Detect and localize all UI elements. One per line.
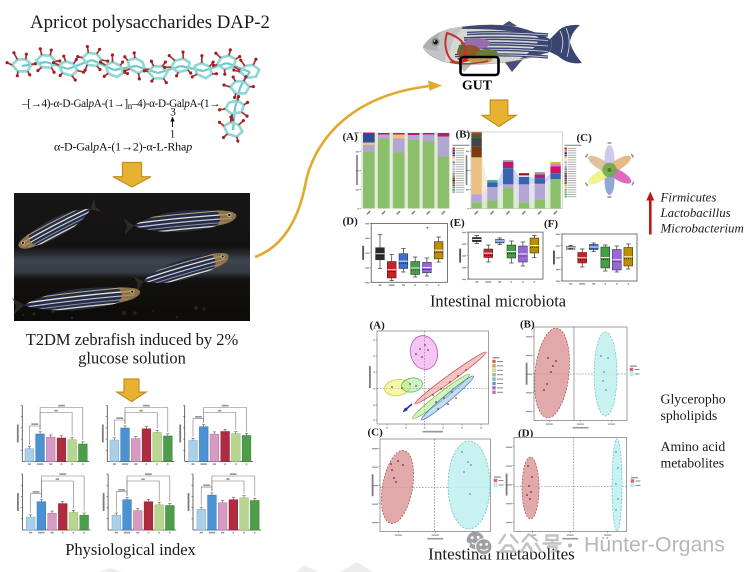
svg-text:Amino acid: Amino acid (661, 439, 726, 454)
svg-text:(F): (F) (544, 218, 558, 230)
svg-text:3: 3 (170, 107, 176, 119)
svg-text:–[→4)-α-D-GalpA-(1→]n–4)-α-D-G: –[→4)-α-D-GalpA-(1→]n–4)-α-D-GalpA-(1→ (21, 98, 220, 111)
svg-text:glucose solution: glucose solution (78, 349, 186, 368)
svg-text:(E): (E) (450, 217, 465, 229)
svg-text:(A): (A) (343, 131, 359, 143)
svg-text:T2DM zebrafish induced by 2%: T2DM zebrafish induced by 2% (26, 330, 239, 349)
svg-text:Glyceropho: Glyceropho (661, 392, 726, 407)
svg-text:spholipids: spholipids (661, 408, 718, 423)
svg-text:(C): (C) (577, 132, 593, 144)
svg-text:metabolites: metabolites (661, 456, 725, 471)
svg-text:(B): (B) (456, 129, 471, 141)
svg-text:(A): (A) (370, 320, 386, 332)
svg-text:Hünter-Organs: Hünter-Organs (584, 533, 725, 557)
svg-text:GUT: GUT (462, 78, 492, 93)
svg-text:(C): (C) (368, 427, 384, 439)
svg-text:(B): (B) (520, 319, 535, 331)
svg-text:Microbacterium: Microbacterium (660, 222, 744, 236)
svg-text:Apricot polysaccharides DAP-2: Apricot polysaccharides DAP-2 (30, 12, 270, 33)
svg-text:(D): (D) (343, 216, 359, 228)
svg-text:Lactobacillus: Lactobacillus (660, 206, 731, 220)
svg-text:(D): (D) (518, 428, 534, 440)
svg-text:Physiological index: Physiological index (65, 540, 196, 559)
svg-text:α-D-GalpA-(1→2)-α-L-Rhap: α-D-GalpA-(1→2)-α-L-Rhap (54, 140, 192, 154)
svg-text:1: 1 (170, 129, 176, 141)
svg-text:Intestinal microbiota: Intestinal microbiota (430, 292, 567, 311)
svg-text:Firmicutes: Firmicutes (660, 191, 717, 205)
